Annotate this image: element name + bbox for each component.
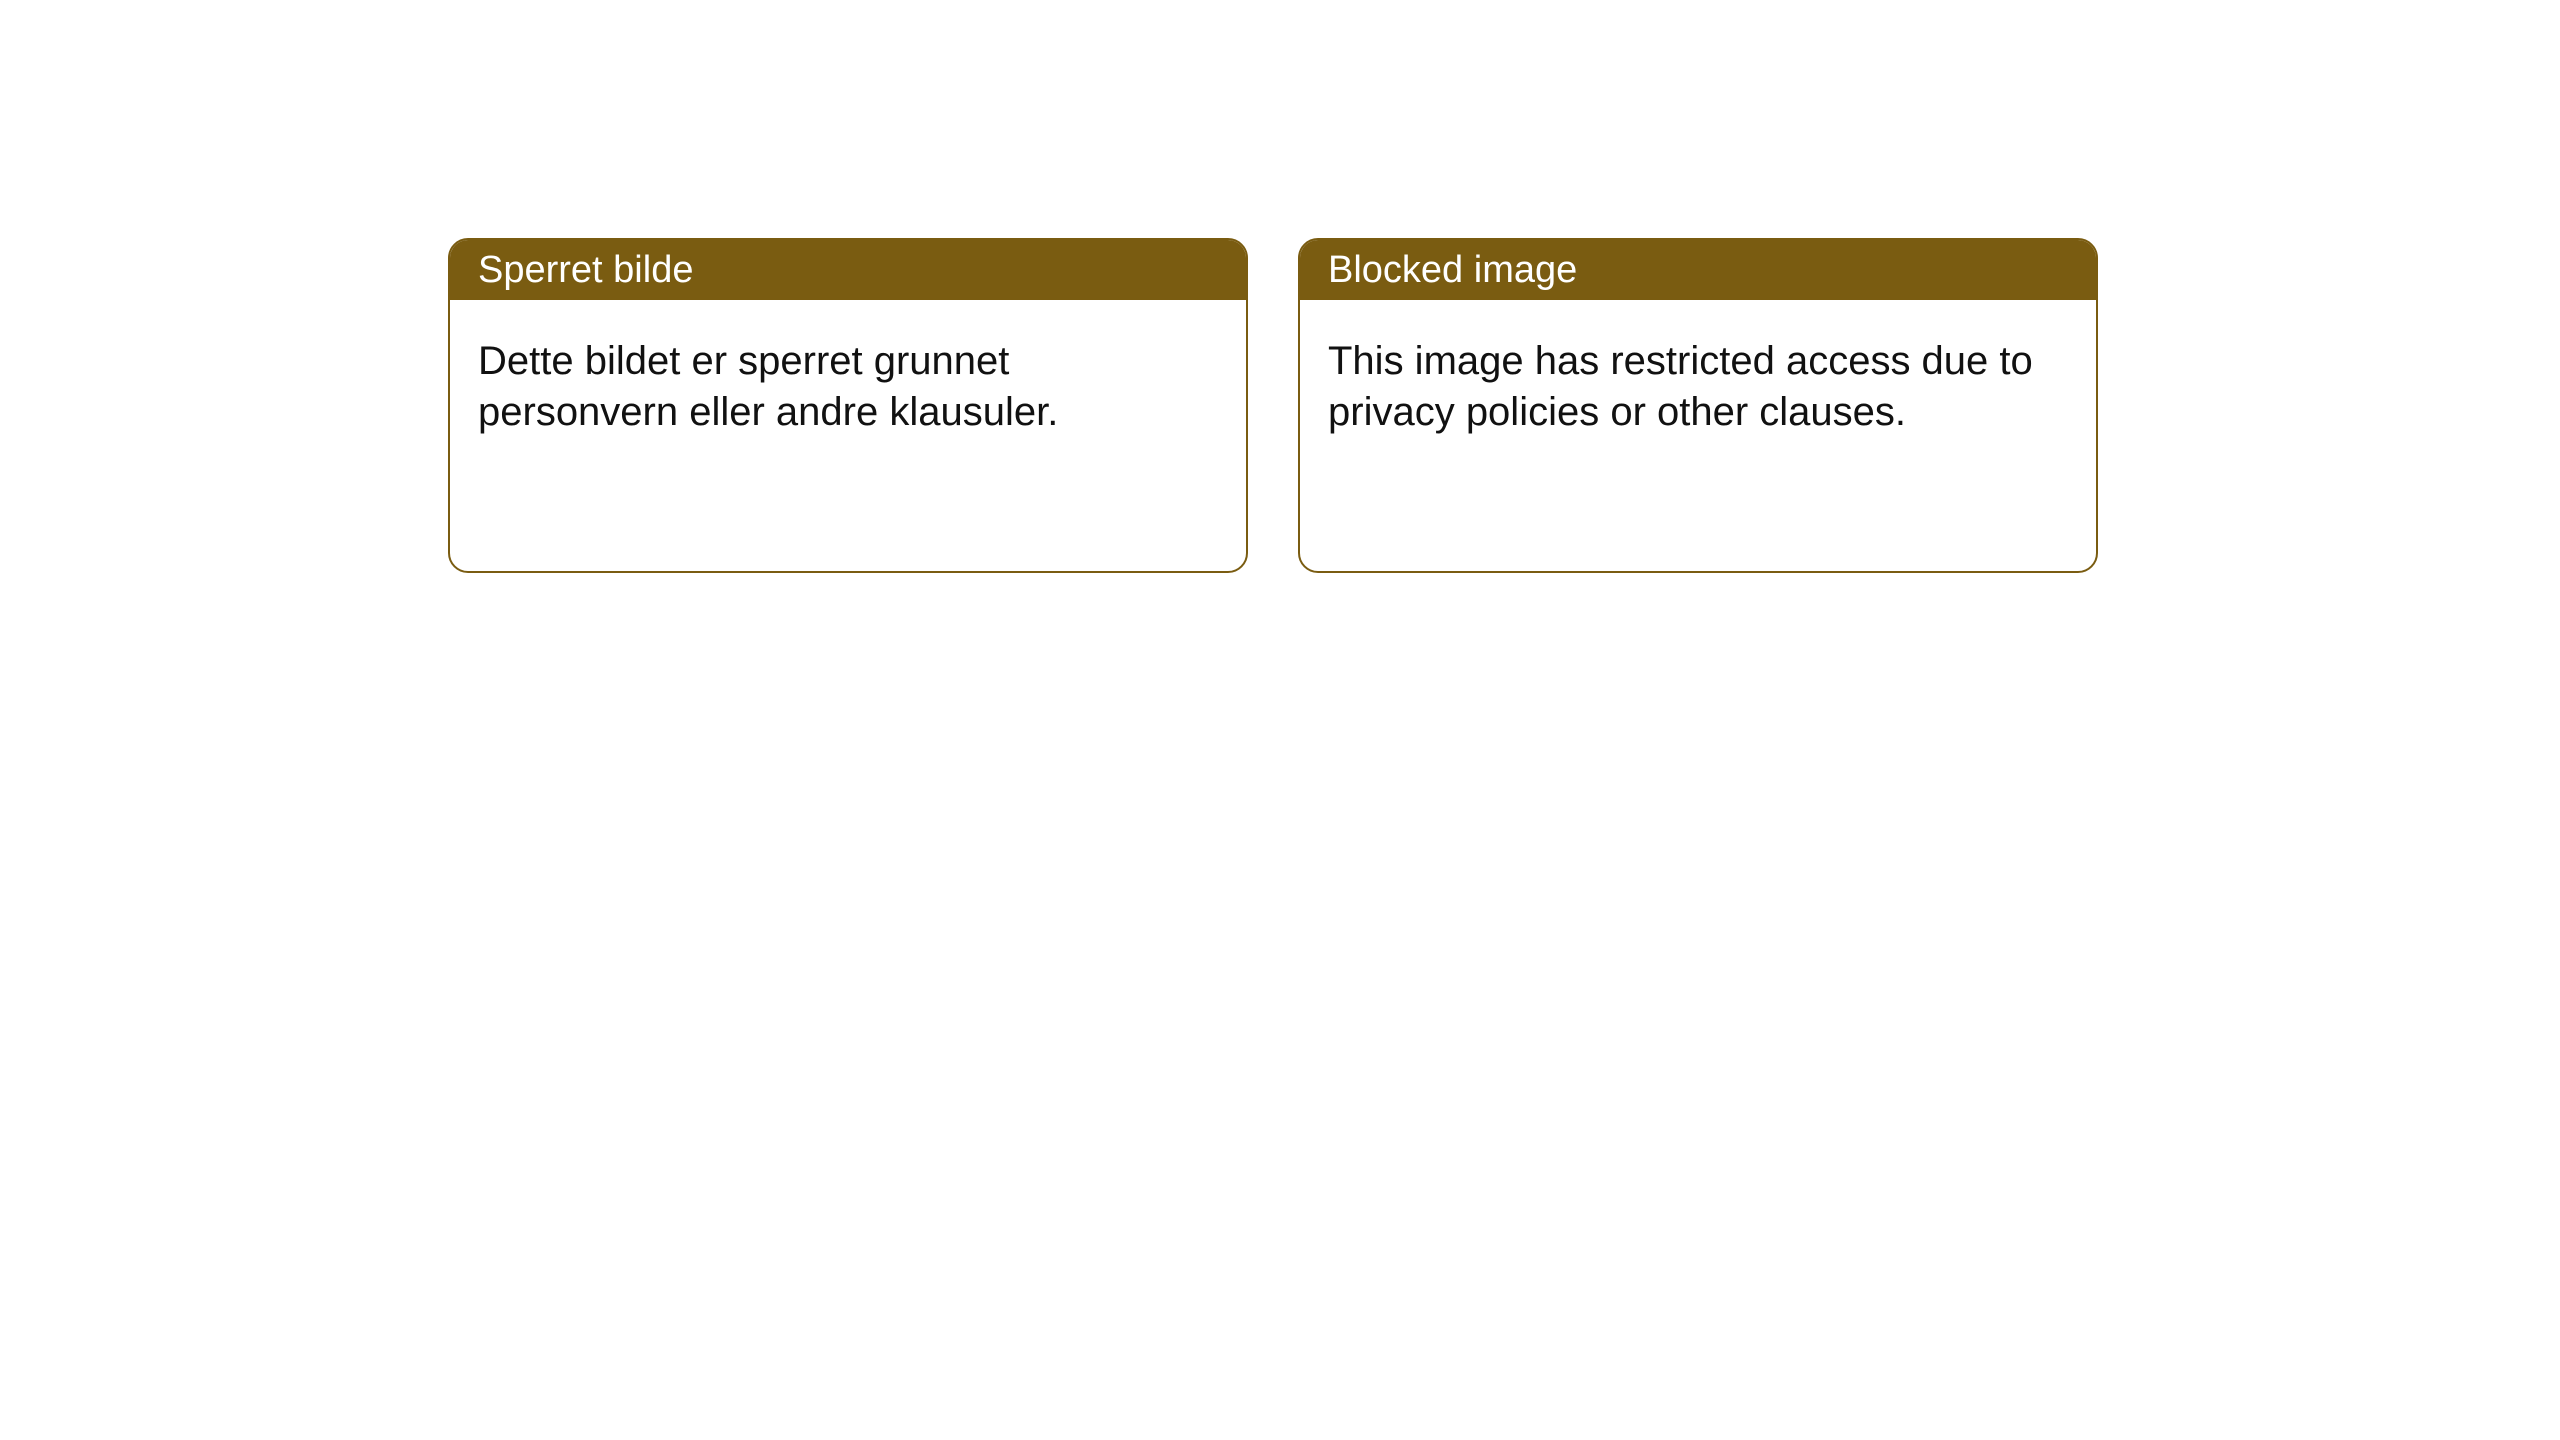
notice-header: Sperret bilde (450, 240, 1246, 300)
notice-body-text: This image has restricted access due to … (1328, 339, 2033, 434)
notice-container: Sperret bilde Dette bildet er sperret gr… (0, 0, 2560, 573)
notice-body: This image has restricted access due to … (1300, 300, 2096, 474)
notice-body: Dette bildet er sperret grunnet personve… (450, 300, 1246, 474)
notice-card-english: Blocked image This image has restricted … (1298, 238, 2098, 573)
notice-card-norwegian: Sperret bilde Dette bildet er sperret gr… (448, 238, 1248, 573)
notice-header: Blocked image (1300, 240, 2096, 300)
notice-body-text: Dette bildet er sperret grunnet personve… (478, 339, 1058, 434)
notice-title: Blocked image (1328, 249, 1577, 292)
notice-title: Sperret bilde (478, 249, 693, 292)
